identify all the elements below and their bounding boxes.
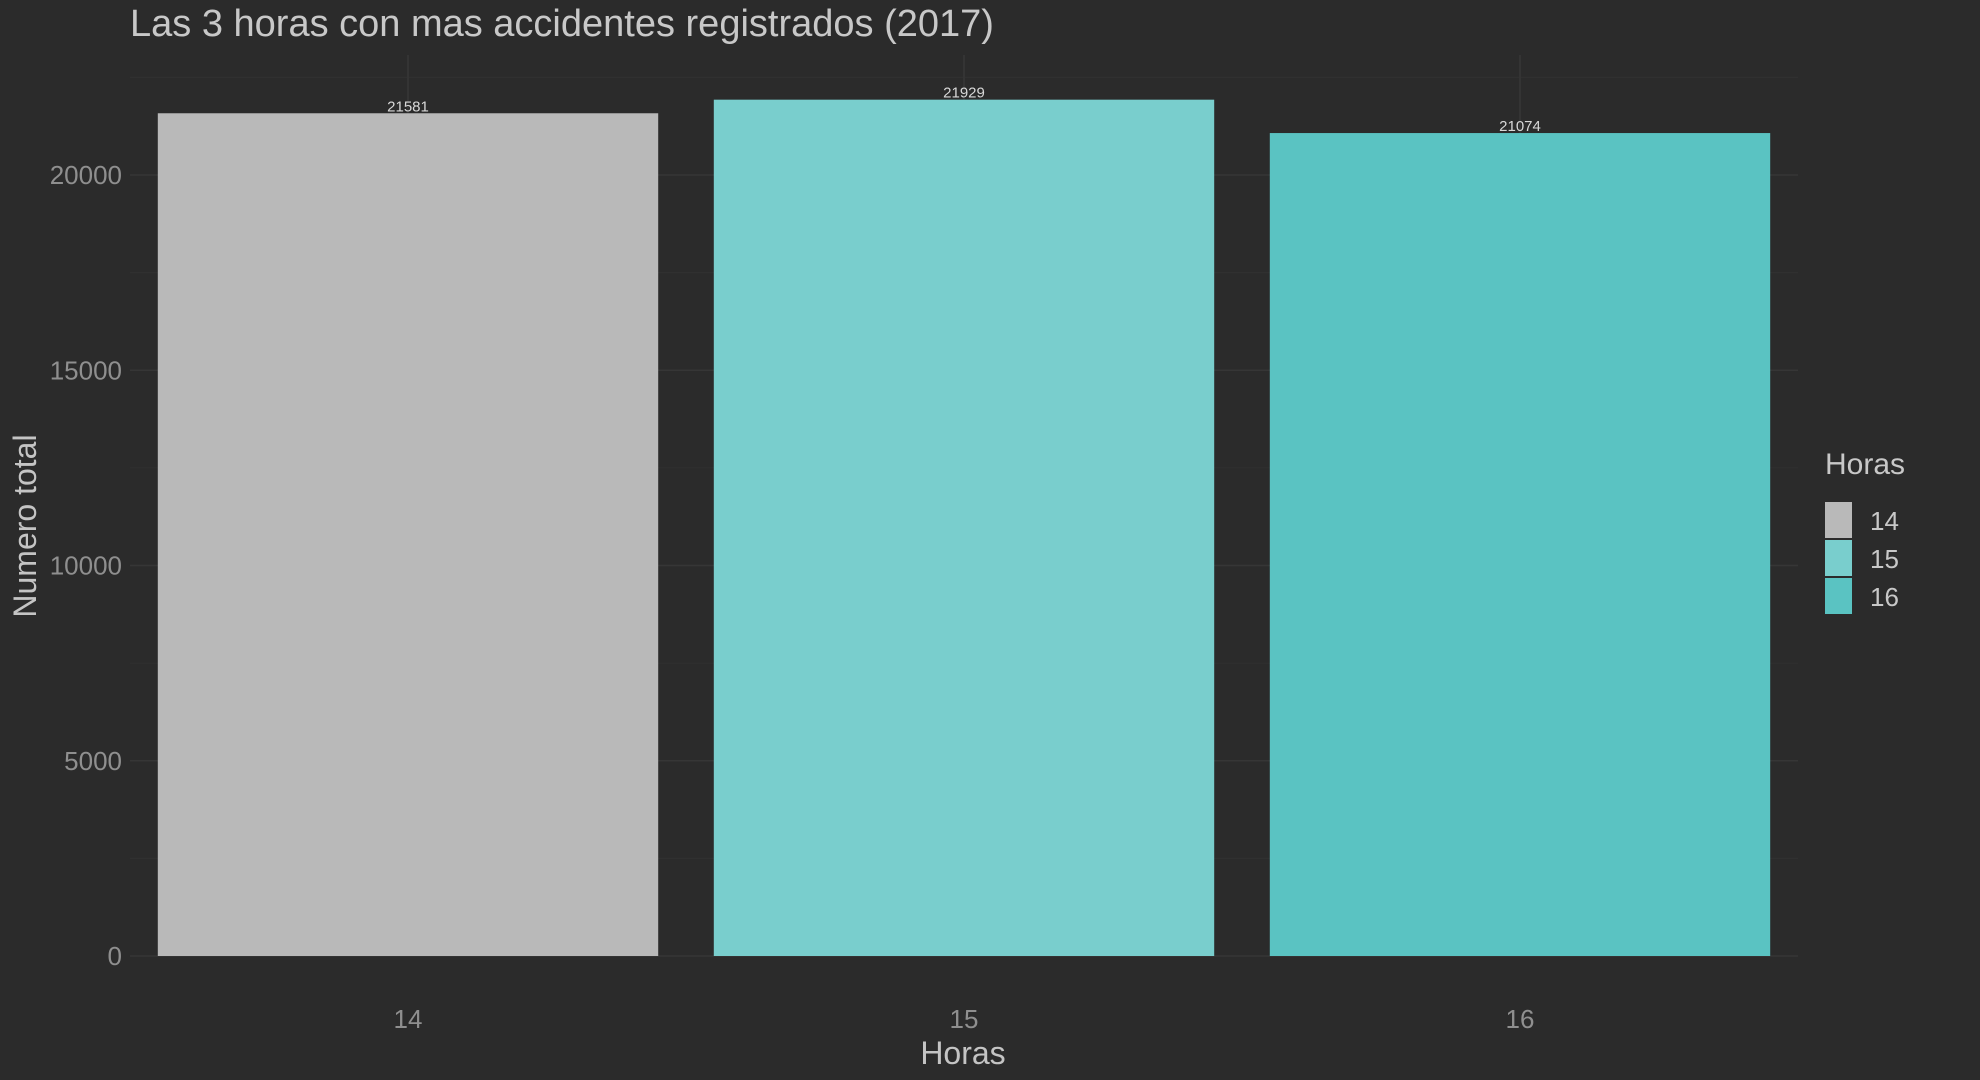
x-axis-ticks: 14 15 16 — [394, 1004, 1535, 1034]
legend-swatch-14 — [1825, 502, 1852, 538]
x-axis-title: Horas — [920, 1035, 1005, 1071]
legend-label-14: 14 — [1870, 506, 1899, 536]
legend-title: Horas — [1825, 448, 1905, 481]
y-axis-title: Numero total — [7, 434, 43, 617]
legend: Horas 14 15 16 — [1825, 448, 1905, 614]
x-tick-label: 15 — [950, 1004, 979, 1034]
data-label-hora-14: 21581 — [387, 98, 429, 115]
legend-swatch-15 — [1825, 540, 1852, 576]
legend-items: 14 15 16 — [1825, 502, 1899, 614]
legend-swatch-16 — [1825, 578, 1852, 614]
x-tick-label: 16 — [1506, 1004, 1535, 1034]
y-tick-label: 10000 — [50, 551, 122, 581]
bars — [157, 99, 1771, 956]
bar-hora-15 — [713, 99, 1215, 956]
legend-label-16: 16 — [1870, 582, 1899, 612]
legend-label-15: 15 — [1870, 544, 1899, 574]
data-label-hora-16: 21074 — [1499, 118, 1541, 135]
y-tick-label: 0 — [108, 941, 122, 971]
y-tick-label: 5000 — [64, 746, 122, 776]
y-tick-label: 15000 — [50, 355, 122, 385]
bar-hora-14 — [157, 113, 659, 956]
y-axis-ticks: 0 5000 10000 15000 20000 — [50, 160, 122, 971]
data-labels: 21581 21929 21074 — [387, 85, 1541, 135]
bar-hora-16 — [1269, 133, 1771, 956]
data-label-hora-15: 21929 — [943, 85, 985, 102]
y-tick-label: 20000 — [50, 160, 122, 190]
chart-title: Las 3 horas con mas accidentes registrad… — [130, 3, 994, 45]
x-tick-label: 14 — [394, 1004, 423, 1034]
